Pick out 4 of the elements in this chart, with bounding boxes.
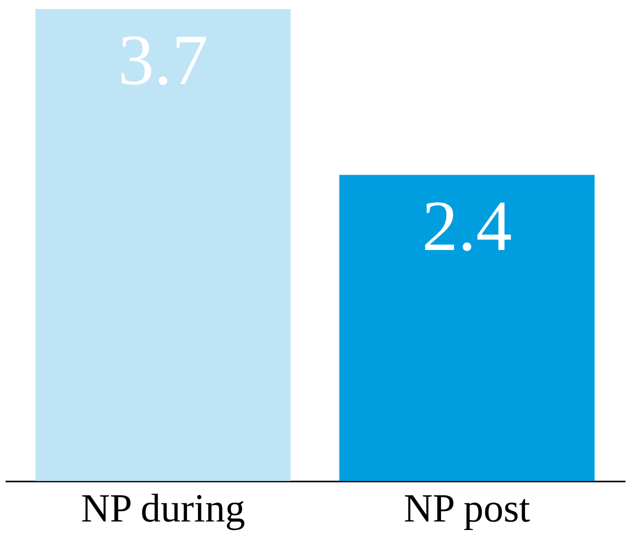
data-label: 2.4	[422, 186, 512, 266]
data-label: 3.7	[118, 20, 208, 100]
x-tick-label: NP during	[80, 486, 246, 530]
x-tick-label: NP post	[404, 486, 530, 530]
